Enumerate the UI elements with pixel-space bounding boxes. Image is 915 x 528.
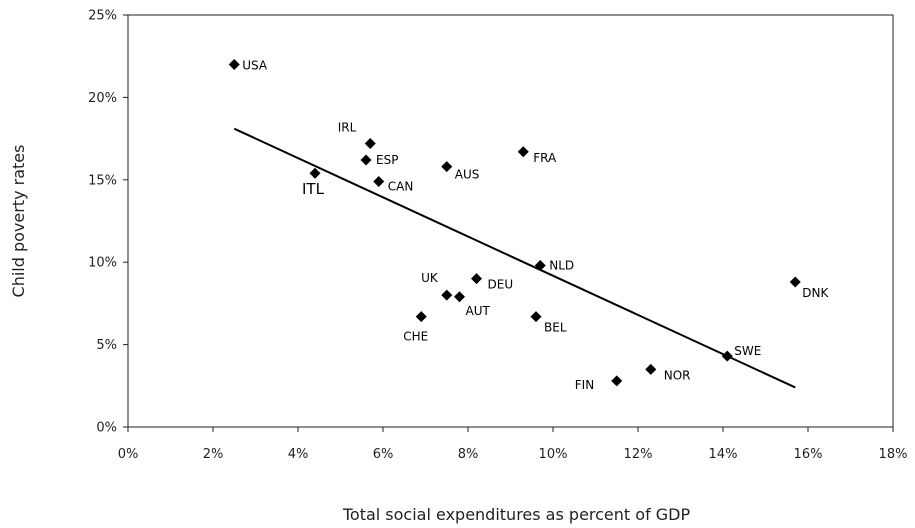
data-point-irl (364, 138, 376, 150)
y-tick-label: 10% (88, 256, 117, 271)
y-tick-label: 20% (88, 91, 117, 106)
y-tick-label: 25% (88, 9, 117, 24)
data-point-swe (721, 350, 733, 362)
point-label-bel: BEL (544, 321, 567, 335)
y-tick-label: 15% (88, 173, 117, 188)
x-axis-ticks: 0% 2% 4% 6% 8% 10% 12% 14% 16% 18% (118, 427, 908, 462)
data-point-uk (441, 289, 453, 301)
point-label-itl: ITL (302, 180, 325, 198)
point-label-fin: FIN (575, 378, 594, 392)
trend-line (233, 127, 796, 389)
data-point-fra (517, 146, 529, 158)
point-label-esp: ESP (376, 153, 398, 167)
x-axis-title: Total social expenditures as percent of … (342, 505, 691, 524)
x-tick-label: 2% (203, 447, 224, 462)
data-point-bel (530, 311, 542, 323)
x-tick-label: 14% (709, 447, 738, 462)
x-tick-label: 16% (794, 447, 823, 462)
y-axis-ticks: 0% 5% 10% 15% 20% 25% (88, 9, 128, 436)
point-label-usa: USA (242, 58, 268, 72)
point-label-dnk: DNK (802, 286, 829, 300)
data-points: USA ITL IRL ESP CAN AUS FRA NLD DEU UK AUT CHE BEL DN… (228, 58, 829, 392)
data-point-dnk (789, 276, 801, 288)
x-tick-label: 4% (288, 447, 309, 462)
point-label-nor: NOR (664, 368, 691, 382)
point-label-nld: NLD (549, 258, 574, 272)
point-label-deu: DEU (488, 278, 514, 292)
x-tick-label: 8% (458, 447, 479, 462)
x-tick-label: 10% (539, 447, 568, 462)
x-tick-label: 12% (624, 447, 653, 462)
point-label-can: CAN (388, 179, 414, 193)
data-point-aus (441, 161, 453, 173)
point-label-irl: IRL (338, 121, 357, 135)
data-point-che (415, 311, 427, 323)
x-tick-label: 6% (373, 447, 394, 462)
data-point-nor (645, 363, 657, 375)
data-point-nld (534, 259, 546, 271)
x-tick-label: 0% (118, 447, 139, 462)
point-label-che: CHE (403, 330, 428, 344)
y-tick-label: 0% (96, 421, 117, 436)
data-point-can (373, 175, 385, 187)
y-axis-title: Child poverty rates (9, 145, 28, 298)
data-point-deu (471, 273, 482, 285)
point-label-fra: FRA (533, 151, 557, 165)
data-point-usa (228, 58, 240, 70)
point-label-aut: AUT (466, 304, 491, 318)
point-label-swe: SWE (734, 344, 761, 358)
point-label-uk: UK (421, 271, 439, 285)
data-point-aut (454, 291, 465, 303)
data-point-esp (360, 154, 372, 166)
plot-area-frame (127, 14, 894, 428)
y-tick-label: 5% (96, 338, 117, 353)
data-point-itl (309, 167, 321, 179)
data-point-fin (611, 375, 623, 387)
point-label-aus: AUS (455, 168, 480, 182)
x-tick-label: 18% (879, 447, 908, 462)
